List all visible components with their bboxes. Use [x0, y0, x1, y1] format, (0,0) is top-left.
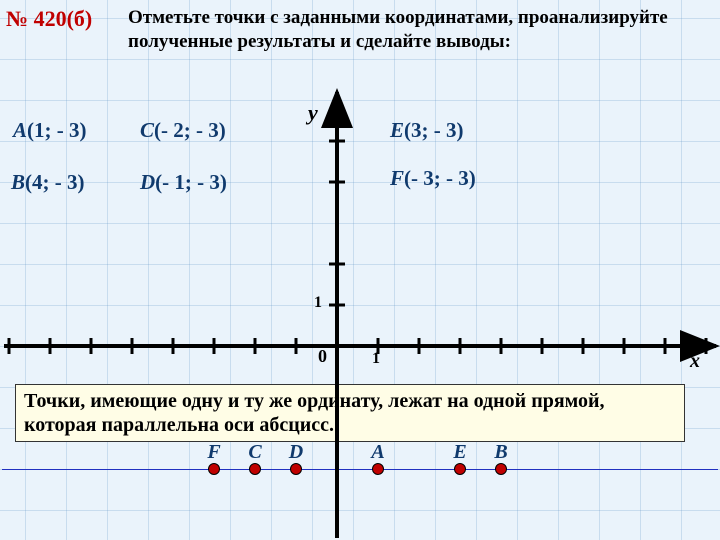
axes-svg: [0, 0, 720, 540]
